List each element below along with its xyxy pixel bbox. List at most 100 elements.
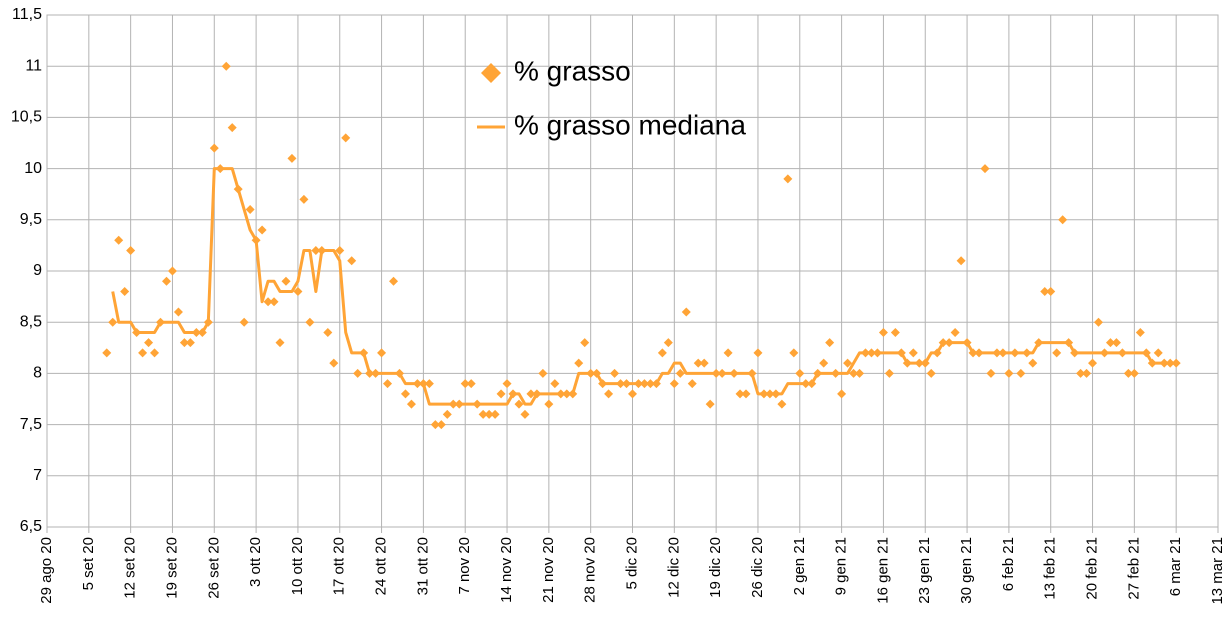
scatter-point <box>347 256 357 266</box>
x-tick-label: 26 set 20 <box>205 537 222 599</box>
scatter-point <box>209 143 219 153</box>
scatter-point <box>400 389 410 399</box>
scatter-point <box>269 297 279 307</box>
scatter-point <box>275 338 285 348</box>
x-tick-label: 29 ago 20 <box>38 537 55 604</box>
x-tick-label: 20 feb 21 <box>1084 537 1101 600</box>
scatter-point <box>741 389 751 399</box>
scatter-point <box>890 327 900 337</box>
scatter-point <box>502 379 512 389</box>
scatter-point <box>956 256 966 266</box>
scatter-point <box>837 389 847 399</box>
scatter-point <box>323 327 333 337</box>
x-tick-label: 5 dic 20 <box>623 537 640 590</box>
scatter-point <box>884 368 894 378</box>
scatter-point <box>466 379 476 389</box>
scatter-point <box>496 389 506 399</box>
x-tick-label: 9 gen 21 <box>833 537 850 595</box>
scatter-point <box>699 358 709 368</box>
scatter-point <box>341 133 351 143</box>
scatter-point <box>819 358 829 368</box>
scatter-point <box>245 205 255 215</box>
x-tick-label: 12 set 20 <box>122 537 139 599</box>
scatter-point <box>580 338 590 348</box>
scatter-point <box>263 297 273 307</box>
scatter-point <box>293 286 303 296</box>
scatter-point <box>460 379 470 389</box>
scatter-point <box>628 389 637 399</box>
x-tick-label: 30 gen 21 <box>958 537 975 604</box>
scatter-point <box>693 358 703 368</box>
scatter-point <box>108 317 118 327</box>
scatter-point <box>484 409 494 419</box>
scatter-point <box>980 164 990 174</box>
scatter-point <box>1028 358 1038 368</box>
scatter-point <box>663 338 673 348</box>
y-tick-label: 7,5 <box>20 416 42 433</box>
x-tick-label: 2 gen 21 <box>791 537 808 595</box>
x-tick-label: 14 nov 20 <box>498 537 515 603</box>
scatter-point <box>735 389 745 399</box>
scatter-point <box>789 348 799 358</box>
x-tick-label: 5 set 20 <box>80 537 97 590</box>
x-tick-label: 19 set 20 <box>163 537 180 599</box>
scatter-point <box>102 348 112 358</box>
scatter-point <box>114 235 124 245</box>
plot-border <box>46 14 1219 528</box>
x-tick-label: 13 feb 21 <box>1042 537 1059 600</box>
scatter-point <box>335 246 345 256</box>
scatter-point <box>490 409 500 419</box>
scatter-point <box>353 368 363 378</box>
scatter-point <box>173 307 183 317</box>
scatter-point <box>849 368 859 378</box>
scatter-point <box>389 276 399 286</box>
scatter-point <box>825 338 835 348</box>
scatter-point <box>538 368 548 378</box>
scatter-point <box>161 276 171 286</box>
x-tick-label: 10 ott 20 <box>289 537 306 595</box>
scatter-point <box>878 327 888 337</box>
scatter-point <box>908 348 918 358</box>
x-tick-label: 19 dic 20 <box>707 537 724 598</box>
scatter-point <box>185 338 195 348</box>
scatter-point <box>783 174 793 184</box>
scatter-point <box>430 420 440 430</box>
scatter-point <box>120 286 130 296</box>
median-line <box>111 167 1177 406</box>
scatter-point <box>855 368 865 378</box>
scatter-point <box>669 379 679 389</box>
y-tick-label: 10,5 <box>11 109 42 126</box>
x-tick-label: 24 ott 20 <box>373 537 390 595</box>
scatter-point <box>926 368 936 378</box>
scatter-point <box>950 327 960 337</box>
x-tick-label: 17 ott 20 <box>331 537 348 595</box>
x-tick-label: 27 feb 21 <box>1125 537 1142 600</box>
x-tick-label: 7 nov 20 <box>456 537 473 595</box>
scatter-point <box>1135 327 1145 337</box>
scatter-point <box>424 379 434 389</box>
scatter-point <box>239 317 249 327</box>
x-tick-label: 16 gen 21 <box>874 537 891 604</box>
scatter-point <box>377 348 387 358</box>
scatter-point <box>1094 317 1104 327</box>
scatter-point <box>167 266 177 276</box>
scatter-point <box>227 123 237 133</box>
scatter-point <box>383 379 393 389</box>
scatter-point <box>138 348 148 358</box>
x-tick-label: 21 nov 20 <box>540 537 557 603</box>
legend-label: % grasso <box>514 55 631 86</box>
scatter-point <box>1088 358 1098 368</box>
legend-label: % grasso mediana <box>514 109 746 140</box>
scatter-point <box>610 368 620 378</box>
scatter-point <box>777 399 787 409</box>
y-tick-label: 9,5 <box>20 211 42 228</box>
x-tick-label: 23 gen 21 <box>916 537 933 604</box>
scatter-point <box>1153 348 1163 358</box>
scatter-point <box>1040 286 1050 296</box>
y-tick-label: 11,5 <box>12 6 42 23</box>
scatter-point <box>1058 215 1068 225</box>
scatter-point <box>1105 338 1115 348</box>
scatter-point <box>723 348 733 358</box>
scatter-point <box>1076 368 1086 378</box>
